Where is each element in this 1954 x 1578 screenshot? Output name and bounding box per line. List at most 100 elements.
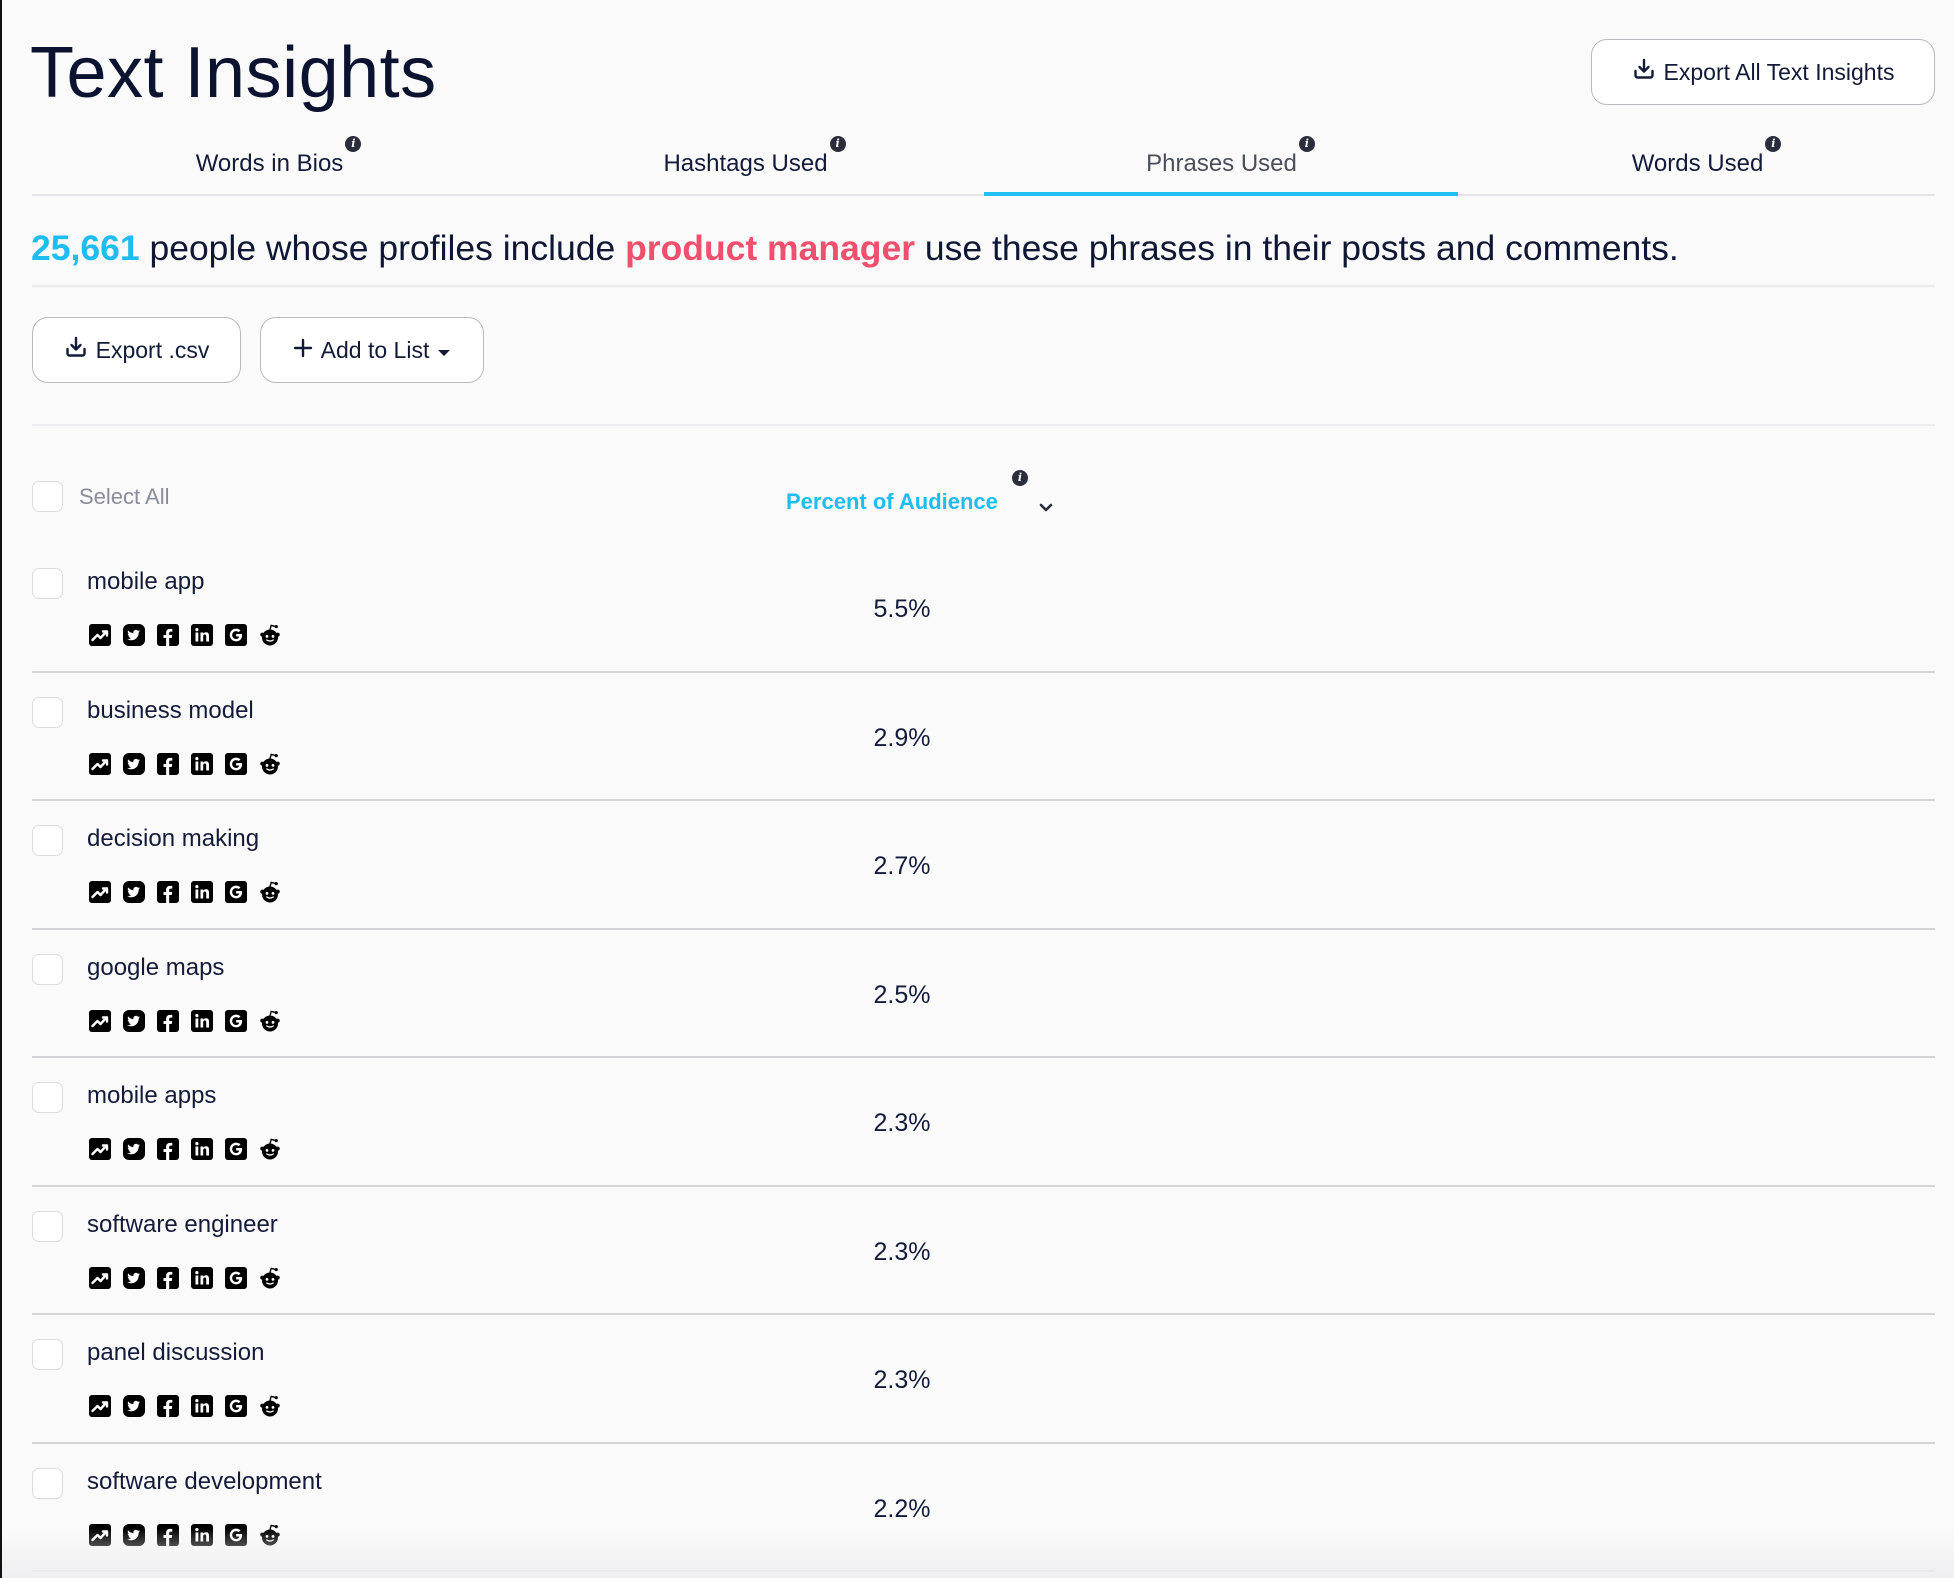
- table-row: mobile apps 2.3%: [0, 1058, 1954, 1187]
- google-icon[interactable]: [224, 1394, 248, 1418]
- facebook-icon[interactable]: [156, 1137, 180, 1161]
- linkedin-icon[interactable]: [190, 1523, 214, 1547]
- reddit-icon[interactable]: [258, 880, 282, 904]
- row-divider: [32, 799, 1935, 801]
- tab-phrases-used[interactable]: Phrases Used i: [984, 120, 1459, 197]
- linkedin-icon[interactable]: [190, 1266, 214, 1290]
- google-icon[interactable]: [224, 1009, 248, 1033]
- row-checkbox[interactable]: [32, 1467, 63, 1499]
- plus-icon: [293, 337, 313, 364]
- linkedin-icon[interactable]: [190, 880, 214, 904]
- percent-of-audience-header[interactable]: Percent of Audience: [786, 489, 998, 514]
- google-icon[interactable]: [224, 752, 248, 776]
- linkedin-icon[interactable]: [190, 623, 214, 647]
- google-icon[interactable]: [224, 1137, 248, 1161]
- twitter-icon[interactable]: [122, 1266, 146, 1290]
- facebook-icon[interactable]: [156, 1523, 180, 1547]
- trend-icon[interactable]: [88, 752, 112, 776]
- reddit-icon[interactable]: [258, 1009, 282, 1033]
- twitter-icon[interactable]: [122, 1394, 146, 1418]
- tab-hashtags-used[interactable]: Hashtags Used i: [508, 120, 983, 197]
- source-icons: [88, 623, 282, 647]
- twitter-icon[interactable]: [122, 880, 146, 904]
- tab-label: Hashtags Used: [663, 150, 828, 177]
- table-row: mobile app 5.5%: [0, 544, 1954, 673]
- info-icon[interactable]: i: [1012, 470, 1028, 486]
- row-divider: [32, 1184, 1935, 1187]
- select-all-label[interactable]: Select All: [79, 484, 170, 509]
- twitter-icon[interactable]: [122, 1137, 146, 1161]
- facebook-icon[interactable]: [156, 1394, 180, 1418]
- summary-text-after: use these phrases in their posts and com…: [915, 228, 1679, 268]
- row-checkbox[interactable]: [32, 1082, 63, 1113]
- facebook-icon[interactable]: [156, 880, 180, 904]
- tabs-divider: [32, 194, 1935, 196]
- tab-words-in-bios[interactable]: Words in Bios i: [32, 120, 507, 197]
- linkedin-icon[interactable]: [190, 1137, 214, 1161]
- info-icon[interactable]: i: [1298, 136, 1315, 152]
- google-icon[interactable]: [224, 1266, 248, 1290]
- google-icon[interactable]: [224, 880, 248, 904]
- summary-divider: [32, 285, 1935, 287]
- row-checkbox[interactable]: [32, 568, 63, 599]
- source-icons: [88, 1009, 282, 1033]
- twitter-icon[interactable]: [122, 623, 146, 647]
- row-checkbox[interactable]: [32, 696, 63, 728]
- source-icons: [88, 1523, 282, 1547]
- trend-icon[interactable]: [88, 1137, 112, 1161]
- trend-icon[interactable]: [88, 1009, 112, 1033]
- reddit-icon[interactable]: [258, 1266, 282, 1290]
- percent-value: 2.3%: [873, 1109, 931, 1137]
- phrase-label: panel discussion: [87, 1339, 265, 1366]
- download-icon: [1632, 57, 1656, 87]
- info-icon[interactable]: i: [1765, 136, 1782, 152]
- phrase-label: decision making: [87, 825, 260, 852]
- row-checkbox[interactable]: [32, 953, 63, 985]
- select-all-checkbox[interactable]: [32, 481, 63, 512]
- tab-label: Words Used: [1631, 150, 1764, 177]
- reddit-icon[interactable]: [258, 1137, 282, 1161]
- trend-icon[interactable]: [88, 1266, 112, 1290]
- source-icons: [88, 880, 282, 904]
- tab-label: Phrases Used: [1146, 150, 1297, 177]
- facebook-icon[interactable]: [156, 752, 180, 776]
- twitter-icon[interactable]: [122, 752, 146, 776]
- table-row: software engineer 2.3%: [0, 1187, 1954, 1315]
- linkedin-icon[interactable]: [190, 752, 214, 776]
- chevron-down-icon[interactable]: [1036, 497, 1056, 517]
- audience-count: 25,661: [31, 228, 140, 268]
- info-icon[interactable]: i: [345, 136, 362, 152]
- reddit-icon[interactable]: [258, 1394, 282, 1418]
- summary-keyword: product manager: [625, 228, 916, 268]
- trend-icon[interactable]: [88, 1523, 112, 1547]
- twitter-icon[interactable]: [122, 1523, 146, 1547]
- info-icon[interactable]: i: [829, 136, 846, 152]
- add-to-list-dropdown[interactable]: Add to List: [260, 317, 484, 383]
- facebook-icon[interactable]: [156, 1266, 180, 1290]
- row-divider: [32, 1313, 1935, 1315]
- trend-icon[interactable]: [88, 1394, 112, 1418]
- facebook-icon[interactable]: [156, 1009, 180, 1033]
- twitter-icon[interactable]: [122, 1009, 146, 1033]
- percent-value: 2.5%: [873, 980, 931, 1009]
- tab-words-used[interactable]: Words Used i: [1460, 120, 1935, 197]
- trend-icon[interactable]: [88, 880, 112, 904]
- facebook-icon[interactable]: [156, 623, 180, 647]
- trend-icon[interactable]: [88, 623, 112, 647]
- export-all-button[interactable]: Export All Text Insights: [1591, 39, 1935, 105]
- row-divider: [32, 1570, 1935, 1572]
- linkedin-icon[interactable]: [190, 1009, 214, 1033]
- row-checkbox[interactable]: [32, 825, 63, 856]
- google-icon[interactable]: [224, 623, 248, 647]
- table-row: software development 2.2%: [0, 1444, 1954, 1572]
- row-checkbox[interactable]: [32, 1210, 63, 1242]
- linkedin-icon[interactable]: [190, 1394, 214, 1418]
- reddit-icon[interactable]: [258, 752, 282, 776]
- phrase-label: software engineer: [87, 1210, 278, 1238]
- reddit-icon[interactable]: [258, 1523, 282, 1547]
- row-checkbox[interactable]: [32, 1339, 63, 1370]
- reddit-icon[interactable]: [258, 623, 282, 647]
- export-csv-button[interactable]: Export .csv: [32, 317, 241, 383]
- google-icon[interactable]: [224, 1523, 248, 1547]
- export-csv-label: Export .csv: [95, 336, 210, 363]
